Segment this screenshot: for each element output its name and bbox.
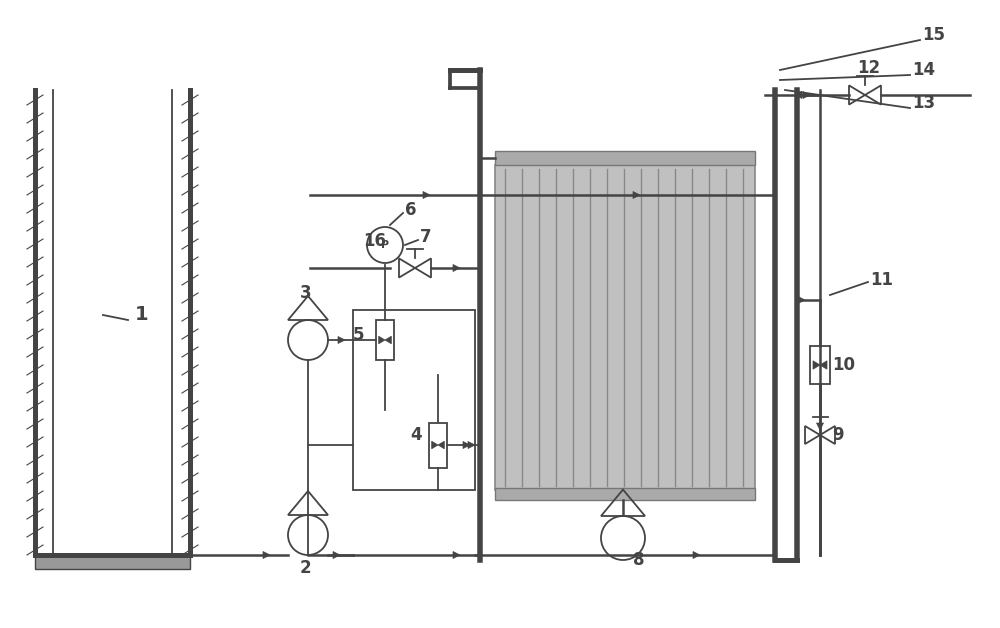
Text: 12: 12 — [857, 59, 880, 77]
Text: 8: 8 — [633, 551, 644, 569]
Polygon shape — [816, 423, 824, 430]
Bar — [495, 488, 755, 500]
Polygon shape — [633, 192, 640, 198]
Circle shape — [367, 227, 403, 263]
Text: 15: 15 — [922, 26, 945, 44]
Text: 1: 1 — [135, 305, 149, 324]
Text: 3: 3 — [300, 284, 312, 302]
Polygon shape — [438, 441, 444, 449]
Polygon shape — [693, 551, 700, 558]
Text: 2: 2 — [300, 559, 312, 577]
Bar — [429, 423, 447, 467]
Polygon shape — [263, 551, 270, 558]
Polygon shape — [813, 361, 820, 369]
Polygon shape — [803, 92, 810, 99]
Polygon shape — [820, 361, 827, 369]
Text: 10: 10 — [832, 356, 855, 374]
Polygon shape — [795, 92, 802, 99]
Polygon shape — [423, 192, 430, 198]
Text: 7: 7 — [420, 228, 432, 246]
Polygon shape — [385, 336, 391, 344]
Text: 11: 11 — [870, 271, 893, 289]
Polygon shape — [379, 336, 385, 344]
Text: 9: 9 — [832, 426, 844, 444]
Bar — [810, 346, 830, 384]
Polygon shape — [432, 441, 438, 449]
Bar — [353, 310, 475, 490]
Bar — [495, 151, 755, 165]
Text: 13: 13 — [912, 94, 935, 112]
Text: 4: 4 — [410, 426, 422, 444]
Polygon shape — [463, 441, 470, 448]
Text: 6: 6 — [405, 201, 416, 219]
Polygon shape — [468, 441, 475, 448]
Text: 14: 14 — [912, 61, 935, 79]
Polygon shape — [453, 551, 460, 558]
Bar — [35, 555, 190, 569]
Text: 16: 16 — [364, 232, 386, 250]
Polygon shape — [333, 551, 340, 558]
Text: P: P — [381, 240, 389, 250]
Bar — [376, 320, 394, 360]
Polygon shape — [453, 264, 460, 271]
Text: 5: 5 — [353, 326, 364, 344]
Bar — [495, 165, 755, 490]
Polygon shape — [338, 337, 345, 344]
Polygon shape — [798, 296, 805, 303]
